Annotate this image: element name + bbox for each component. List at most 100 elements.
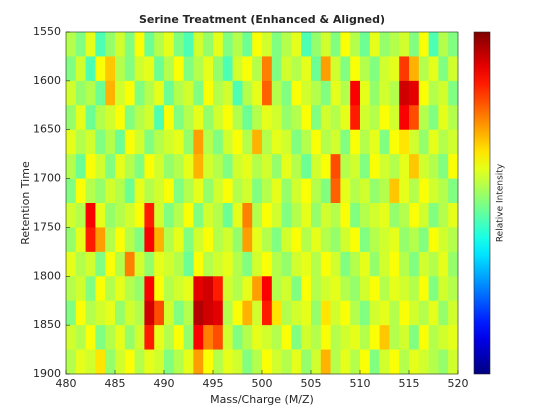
heat-cell [438,227,449,253]
heat-cell [389,227,400,253]
y-tick-label: 1750 [33,220,61,233]
heat-cell [389,300,400,326]
heat-cell [330,203,341,228]
heat-cell [262,300,273,326]
heat-cell [222,154,233,179]
heat-cell [183,129,194,155]
heat-cell [311,105,322,131]
heat-cell [438,203,449,228]
heat-cell [291,227,302,253]
heat-cell [242,203,253,228]
heat-cell [379,80,390,106]
heat-cell [379,105,390,131]
heat-cell [75,129,86,155]
heat-cell [271,227,282,253]
heat-cell [164,56,175,82]
heat-cell [115,154,126,179]
heat-cell [95,154,106,179]
heat-cell [252,56,263,82]
heat-cell [124,349,135,375]
heat-cell [340,227,351,253]
heat-cell [144,251,155,277]
heat-cell [448,325,459,350]
heat-cell [252,105,263,131]
heat-cell [271,178,282,204]
heat-cell [262,32,273,57]
heat-cell [448,227,459,253]
heat-cell [281,129,292,155]
heat-cell [262,203,273,228]
heat-cell [173,203,184,228]
heat-cell [301,251,312,277]
heat-cell [193,325,204,350]
x-tick-label: 505 [301,377,322,390]
heat-cell [369,56,380,82]
heat-cell [291,300,302,326]
heat-cell [448,300,459,326]
heat-cell [183,80,194,106]
heat-cell [242,300,253,326]
heat-cell [193,349,204,375]
heat-cell [183,203,194,228]
heat-cell [252,325,263,350]
heat-cell [301,349,312,375]
heat-cell [124,251,135,277]
heat-cell [85,203,96,228]
heat-cell [301,203,312,228]
heat-cell [418,227,429,253]
y-tick-label: 1650 [33,123,61,136]
heat-cell [173,32,184,57]
heat-cell [428,129,439,155]
heat-cell [115,56,126,82]
heat-cell [95,227,106,253]
heat-cell [301,178,312,204]
heat-cell [75,154,86,179]
heat-cell [213,349,224,375]
heat-cell [242,178,253,204]
heat-cell [399,178,410,204]
heat-cell [379,154,390,179]
heat-cell [144,56,155,82]
heat-cell [301,32,312,57]
heat-cell [369,349,380,375]
y-tick-label: 1700 [33,172,61,185]
heat-cell [222,349,233,375]
heat-cell [409,105,420,131]
heat-cell [350,276,361,302]
heat-cell [134,325,145,350]
heat-cell [115,32,126,57]
heat-cell [232,105,243,131]
heat-cell [134,129,145,155]
heat-cell [164,251,175,277]
heat-cell [448,154,459,179]
heat-cell [291,80,302,106]
heat-cell [281,178,292,204]
heat-cell [320,32,331,57]
heat-cell [213,276,224,302]
heat-cell [389,251,400,277]
heat-cell [428,32,439,57]
heat-cell [95,129,106,155]
heat-cell [144,227,155,253]
heat-cell [75,227,86,253]
heat-cell [399,349,410,375]
heat-cell [389,203,400,228]
heat-cell [134,203,145,228]
heat-cell [330,300,341,326]
heat-cell [154,203,165,228]
heat-cell [222,227,233,253]
heat-cell [242,325,253,350]
heat-cell [311,129,322,155]
heat-cell [369,227,380,253]
heat-cell [271,325,282,350]
heat-cell [164,227,175,253]
heat-cell [418,349,429,375]
heat-cell [115,80,126,106]
heat-cell [173,276,184,302]
heat-cell [173,154,184,179]
heat-cell [203,276,214,302]
heat-cell [66,251,77,277]
heat-cell [340,154,351,179]
heat-cell [164,80,175,106]
heat-cell [242,227,253,253]
